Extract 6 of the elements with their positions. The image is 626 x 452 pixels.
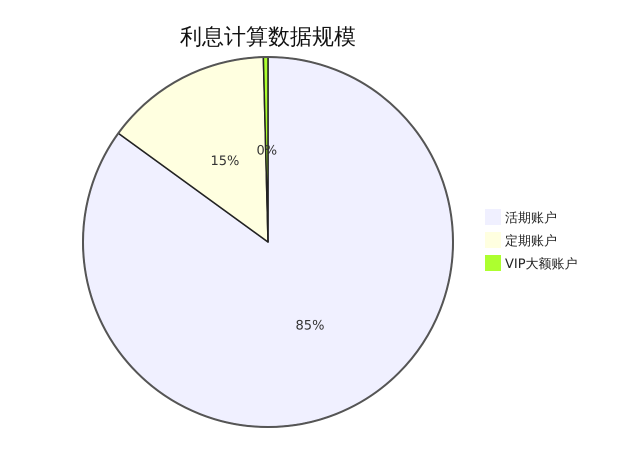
data-label: 85% — [296, 318, 324, 334]
data-label: 15% — [210, 154, 240, 170]
chart-title: 利息计算数据规模 — [180, 25, 356, 50]
legend-label: VIP大额账户 — [505, 257, 578, 272]
legend-label: 定期账户 — [505, 234, 557, 249]
slice-label: 活期账户 — [505, 211, 557, 226]
